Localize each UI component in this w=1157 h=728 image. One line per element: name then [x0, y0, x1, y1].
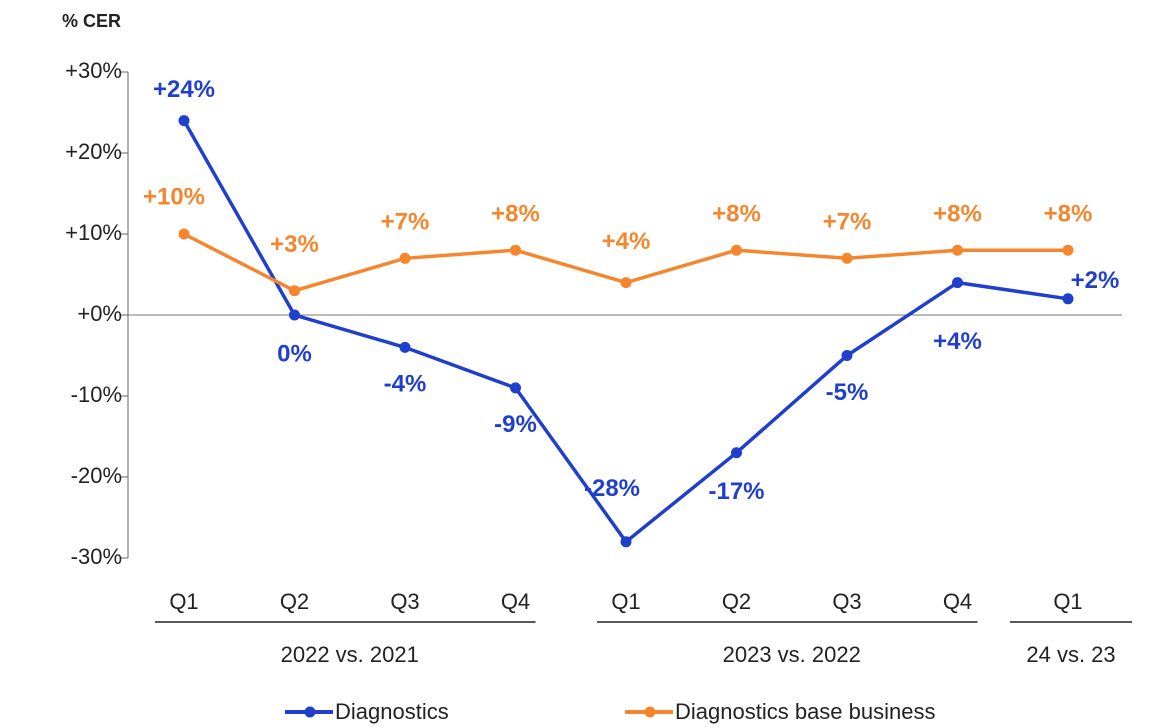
point [178, 115, 190, 127]
y-tick-label: +0% [77, 301, 122, 326]
x-tick-label: Q3 [832, 589, 861, 614]
x-tick-label: Q1 [611, 589, 640, 614]
data-label: +7% [823, 209, 872, 236]
x-tick-label: Q1 [1053, 589, 1082, 614]
legend-label: Diagnostics base business [675, 699, 935, 724]
data-label: +4% [933, 328, 982, 355]
data-label: 0% [277, 340, 312, 367]
point [510, 382, 521, 394]
data-label: +2% [1071, 267, 1120, 294]
point [952, 244, 963, 256]
data-label: -17% [708, 478, 764, 505]
point [1062, 293, 1074, 305]
data-label: +3% [270, 231, 319, 258]
y-tick-label: -30% [71, 544, 122, 569]
point [1062, 244, 1074, 256]
point [841, 252, 853, 264]
point [952, 277, 963, 289]
data-label: -9% [494, 411, 537, 438]
group-label: 2022 vs. 2021 [281, 642, 419, 667]
point [289, 309, 300, 321]
point [399, 252, 411, 264]
group-label: 2023 vs. 2022 [723, 642, 861, 667]
point [399, 341, 411, 353]
data-label: +24% [153, 76, 215, 103]
point [289, 285, 300, 297]
point [178, 228, 190, 240]
data-label: +4% [602, 228, 651, 255]
point [731, 447, 742, 459]
x-tick-label: Q3 [390, 589, 419, 614]
x-tick-label: Q4 [943, 589, 972, 614]
data-label: +8% [1044, 201, 1093, 228]
y-axis-label: % CER [62, 11, 121, 31]
data-label: -28% [584, 475, 640, 502]
y-tick-label: +20% [65, 139, 122, 164]
data-label: +8% [712, 201, 761, 228]
legend-marker [304, 706, 316, 718]
data-label: +8% [933, 201, 982, 228]
legend-label: Diagnostics [335, 699, 449, 724]
x-tick-label: Q1 [169, 589, 198, 614]
x-tick-label: Q2 [280, 589, 309, 614]
data-label: +7% [381, 209, 430, 236]
point [841, 350, 853, 361]
y-tick-label: -20% [71, 463, 122, 488]
data-label: +8% [491, 201, 540, 228]
y-tick-label: -10% [71, 382, 122, 407]
point [620, 277, 632, 289]
x-tick-label: Q4 [501, 589, 530, 614]
point [731, 244, 742, 256]
y-tick-label: +10% [65, 220, 122, 245]
point [620, 536, 632, 548]
data-label: -4% [384, 371, 427, 398]
data-label: +10% [143, 183, 205, 210]
point [510, 244, 521, 256]
legend-marker [644, 706, 656, 718]
group-label: 24 vs. 23 [1026, 642, 1115, 667]
data-label: -5% [826, 379, 869, 406]
x-tick-label: Q2 [722, 589, 751, 614]
y-tick-label: +30% [65, 58, 122, 83]
